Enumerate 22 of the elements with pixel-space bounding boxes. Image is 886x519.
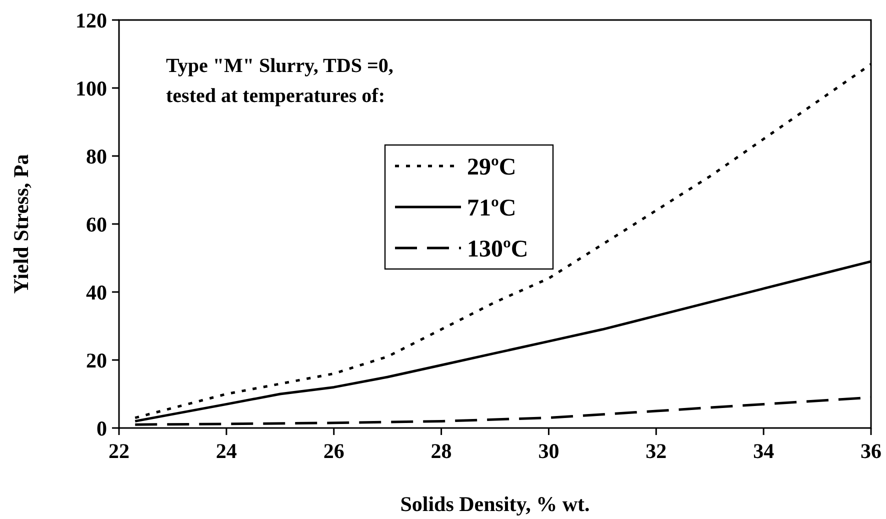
legend-label: 29ºC [467,154,516,180]
y-tick-label: 80 [86,144,107,168]
x-tick-label: 28 [430,439,452,463]
x-axis-title: Solids Density, % wt. [400,492,590,516]
legend-label: 71ºC [467,195,516,222]
y-tick-label: 60 [86,212,107,236]
annotation: tested at temperatures of: [166,85,385,107]
y-axis-title: Yield Stress, Pa [9,154,33,294]
y-tick-label: 100 [76,76,107,100]
y-tick-label: 20 [86,348,107,372]
annotation: Type "M" Slurry, TDS =0, [166,55,394,77]
legend-label: 130ºC [467,236,528,262]
x-tick-label: 26 [323,439,344,463]
x-tick-label: 24 [216,439,238,463]
x-tick-label: 36 [860,439,882,463]
x-tick-label: 32 [646,439,667,463]
x-tick-label: 30 [538,439,560,463]
y-tick-label: 40 [86,280,107,304]
x-tick-label: 22 [108,439,130,463]
x-tick-label: 34 [753,439,775,463]
y-tick-label: 0 [96,416,107,440]
y-tick-label: 120 [76,8,107,32]
